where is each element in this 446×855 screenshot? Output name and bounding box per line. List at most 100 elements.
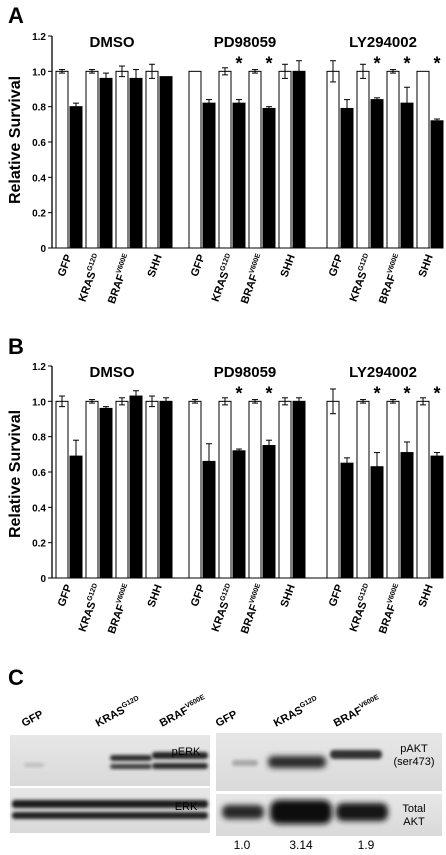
bar-treated [202,460,216,579]
category-label: GFP [189,253,208,278]
y-tick-label: 1.2 [32,362,46,373]
significance-star: * [235,383,242,403]
lane-label: GFP [214,708,240,729]
y-tick-label: 0 [40,244,46,255]
category-label: GFP [56,253,75,278]
significance-star: * [265,53,272,73]
label-erk: ERK [175,801,198,813]
panel-a-ylabel: Relative Survival [7,76,24,204]
bar-control [218,70,232,249]
lane-labels-left: GFP KRASG12D BRAFV600E [20,694,209,730]
blot-left: GFP KRASG12D BRAFV600E pERK ERK [10,694,210,833]
bar-treated [202,102,216,249]
panel-b-letter: B [8,334,24,359]
bar-control [356,70,370,249]
bar-control [85,400,99,579]
y-tick-label: 1.2 [32,32,46,43]
y-tick-label: 1.0 [32,397,46,408]
bar-treated [400,102,414,249]
category-label: BRAFV600E [376,582,406,635]
bar-control [278,70,292,249]
bar-treated [69,455,83,579]
bar-treated [400,452,414,579]
significance-star: * [235,53,242,73]
label-perk: pERK [172,746,201,758]
band-perk-braf-2 [152,763,208,769]
bar-treated [99,77,113,249]
label-pakt-site: (ser473) [394,756,435,768]
significance-star: * [265,383,272,403]
lane-label: KRASG12D [271,695,321,730]
band-takt-kras [270,800,332,824]
category-label: SHH [279,583,298,609]
category-label: BRAFV600E [105,252,135,305]
label-total: Total [402,803,425,815]
bar-treated [292,400,306,579]
band-erk-1 [12,800,208,808]
category-label: BRAFV600E [238,582,268,635]
bar-control [416,70,430,249]
category-label: GFP [327,583,346,608]
bar-control [326,400,340,579]
bar-control [115,400,129,579]
lane-labels-right: GFP KRASG12D BRAFV600E [214,694,381,730]
blot-right: GFP KRASG12D BRAFV600E pAKT (ser473) Total… [214,694,442,852]
significance-star: * [403,53,410,73]
blot-erk [10,788,210,833]
panel-b-ylabel: Relative Survival [7,410,24,538]
y-tick-label: 0.4 [32,503,46,514]
bar-treated [430,455,444,579]
bar-treated [430,120,444,249]
y-tick-label: 0.8 [32,433,46,444]
bar-control [55,400,69,579]
group-title: DMSO [90,364,135,381]
bar-control [356,400,370,579]
category-label: KRASG12D [347,253,376,304]
y-tick-label: 0.8 [32,103,46,114]
bar-control [55,70,69,249]
y-tick-label: 0.2 [32,209,46,220]
significance-star: * [433,383,440,403]
bar-treated [159,400,173,579]
bar-treated [129,77,143,249]
category-label: KRASG12D [209,253,238,304]
bar-treated [69,106,83,249]
category-label: SHH [279,253,298,279]
bar-control [115,70,129,249]
category-label: SHH [146,253,165,279]
category-label: GFP [56,583,75,608]
band-perk-braf-1 [152,752,208,759]
y-tick-label: 0.2 [32,539,46,550]
band-takt-braf [336,803,388,821]
band-perk-kras-2 [110,764,152,769]
band-takt-gfp [222,805,264,819]
lane-label: GFP [20,708,46,729]
significance-star: * [373,53,380,73]
blot-perk [10,735,210,786]
bar-treated [232,450,246,579]
bar-control [278,400,292,579]
category-label: KRASG12D [76,583,105,634]
significance-star: * [403,383,410,403]
bar-treated [262,107,276,249]
band-erk-2 [12,812,208,819]
band-pakt-braf [330,750,382,759]
lane-label: BRAFV600E [157,694,209,730]
y-tick-label: 1.0 [32,67,46,78]
category-label: SHH [417,253,436,279]
bar-control [218,400,232,579]
significance-star: * [373,383,380,403]
y-tick-label: 0.4 [32,173,46,184]
chart-b: 00.20.40.60.81.01.2 DMSOGFPKRASG12DBRAFV6… [32,362,444,636]
bar-treated [232,102,246,249]
quant-braf: 1.9 [358,838,375,852]
category-label: SHH [146,583,165,609]
category-label: BRAFV600E [376,252,406,305]
bar-treated [340,462,354,579]
category-label: GFP [327,253,346,278]
bar-treated [292,70,306,249]
bar-control [416,400,430,579]
band-perk-gfp [24,763,44,767]
category-label: KRASG12D [347,583,376,634]
group-title: LY294002 [349,34,417,51]
